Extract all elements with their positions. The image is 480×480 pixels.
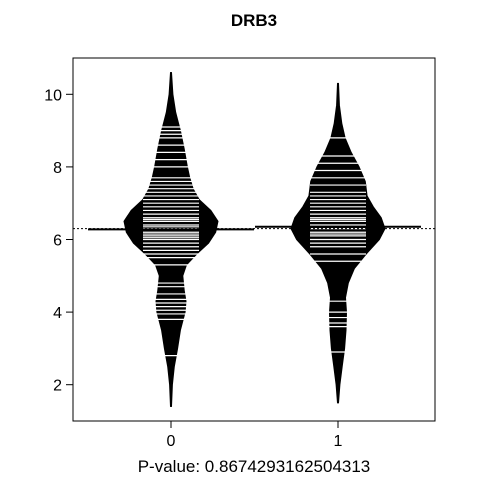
x-tick-label-1: 1 [334, 433, 343, 450]
chart-title: DRB3 [231, 11, 277, 30]
y-tick-label-2: 2 [53, 378, 62, 395]
y-tick-label-8: 8 [53, 160, 62, 177]
bean-group-1 [255, 82, 421, 404]
y-axis: 2 4 6 8 10 [44, 87, 73, 395]
bean-group-0 [88, 72, 254, 407]
beans-layer [88, 72, 421, 407]
plot-box [72, 57, 436, 422]
y-tick-label-10: 10 [44, 87, 62, 104]
x-tick-label-0: 0 [167, 433, 176, 450]
x-axis-label: P-value: 0.8674293162504313 [138, 457, 371, 476]
y-tick-label-6: 6 [53, 233, 62, 250]
y-tick-label-4: 4 [53, 305, 62, 322]
